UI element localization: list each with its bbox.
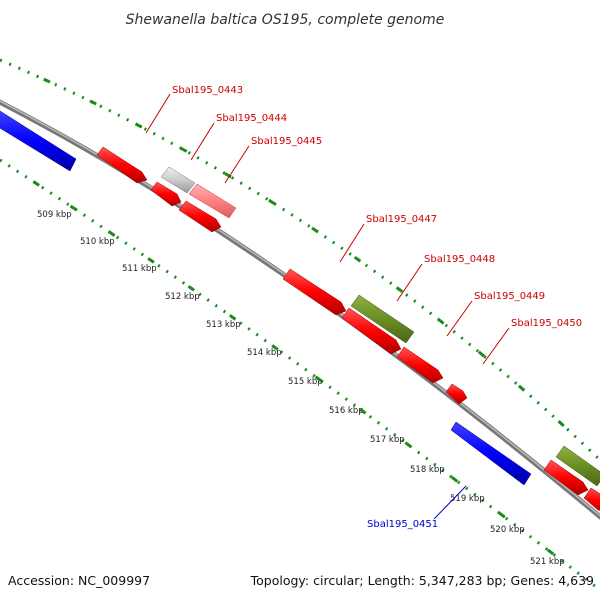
major-tick [314, 375, 323, 383]
scale-label: 512 kbp [165, 292, 200, 302]
major-tick [477, 350, 486, 358]
gene-forward[interactable] [583, 487, 600, 512]
gene-label-sbal195-0448[interactable]: Sbal195_0448 [424, 254, 495, 265]
gene-sbal195-0444[interactable] [160, 166, 196, 194]
scale-label: 520 kbp [490, 525, 525, 535]
major-tick [228, 314, 237, 321]
scale-labels: 509 kbp 510 kbp 511 kbp 512 kbp 513 kbp … [37, 210, 565, 567]
major-tick [32, 180, 40, 187]
major-tick [268, 198, 276, 206]
scale-label: 516 kbp [329, 406, 364, 416]
gene-label-sbal195-0450[interactable]: Sbal195_0450 [511, 318, 582, 329]
gene-features [0, 110, 600, 512]
genome-summary-text: Topology: circular; Length: 5,347,283 bp… [250, 573, 594, 588]
major-tick [69, 204, 78, 212]
major-tick [437, 317, 445, 325]
gene-sbal195-0447[interactable] [282, 268, 347, 316]
scale-label: 513 kbp [206, 320, 241, 330]
scale-label: 521 kbp [530, 557, 565, 567]
scale-label: 517 kbp [370, 435, 405, 445]
major-tick [179, 146, 188, 153]
outer-tick-ring [0, 58, 600, 462]
gene-label-sbal195-0447[interactable]: Sbal195_0447 [366, 214, 437, 225]
major-tick [450, 476, 459, 483]
gene-sbal195-0449[interactable] [396, 346, 444, 384]
gene-forward[interactable] [555, 445, 600, 487]
major-tick [546, 548, 555, 556]
major-tick [89, 99, 97, 106]
gene-label-sbal195-0445[interactable]: Sbal195_0445 [251, 136, 322, 147]
gene-sbal195-0443[interactable] [96, 146, 148, 184]
gene-labels: Sbal195_0443 Sbal195_0444 Sbal195_0445 S… [172, 85, 582, 530]
accession-text: Accession: NC_009997 [8, 573, 150, 588]
major-tick [353, 255, 362, 263]
scale-label: 510 kbp [80, 237, 115, 247]
major-tick [224, 172, 232, 179]
major-tick [134, 122, 143, 129]
gene-forward[interactable] [341, 307, 402, 355]
gene-label-sbal195-0449[interactable]: Sbal195_0449 [474, 291, 545, 302]
gene-sbal195-0451[interactable] [450, 421, 532, 486]
gene-sbal195-0450[interactable] [445, 383, 468, 405]
gene-forward[interactable] [178, 200, 222, 233]
scale-label: 509 kbp [37, 210, 72, 220]
scale-label: 514 kbp [247, 348, 282, 358]
scale-label: 519 kbp [450, 494, 485, 504]
major-tick [395, 286, 404, 293]
major-tick [518, 384, 526, 392]
major-tick [271, 344, 279, 351]
scale-label: 511 kbp [122, 264, 157, 274]
label-leaders [145, 93, 510, 520]
gene-forward[interactable] [150, 181, 182, 207]
gene-forward[interactable] [543, 459, 589, 496]
major-tick [311, 226, 319, 234]
gene-sbal195-0448[interactable] [350, 294, 415, 344]
major-tick [498, 511, 506, 519]
inner-major-ticks [32, 180, 555, 556]
gene-label-sbal195-0451[interactable]: Sbal195_0451 [367, 519, 438, 530]
gene-reverse[interactable] [0, 110, 77, 172]
major-tick [359, 407, 367, 415]
outer-major-ticks [43, 77, 565, 427]
major-tick [404, 441, 412, 448]
major-tick [557, 419, 565, 427]
major-tick [107, 230, 116, 237]
gene-sbal195-0445[interactable] [188, 183, 237, 219]
major-tick [147, 257, 155, 264]
gene-label-sbal195-0444[interactable]: Sbal195_0444 [216, 113, 287, 124]
major-tick [43, 77, 51, 84]
genome-backbone [0, 99, 600, 520]
scale-label: 515 kbp [288, 377, 323, 387]
major-tick [187, 285, 196, 292]
scale-label: 518 kbp [410, 465, 445, 475]
map-title: Shewanella baltica OS195, complete genom… [126, 12, 445, 28]
gene-label-sbal195-0443[interactable]: Sbal195_0443 [172, 85, 243, 96]
